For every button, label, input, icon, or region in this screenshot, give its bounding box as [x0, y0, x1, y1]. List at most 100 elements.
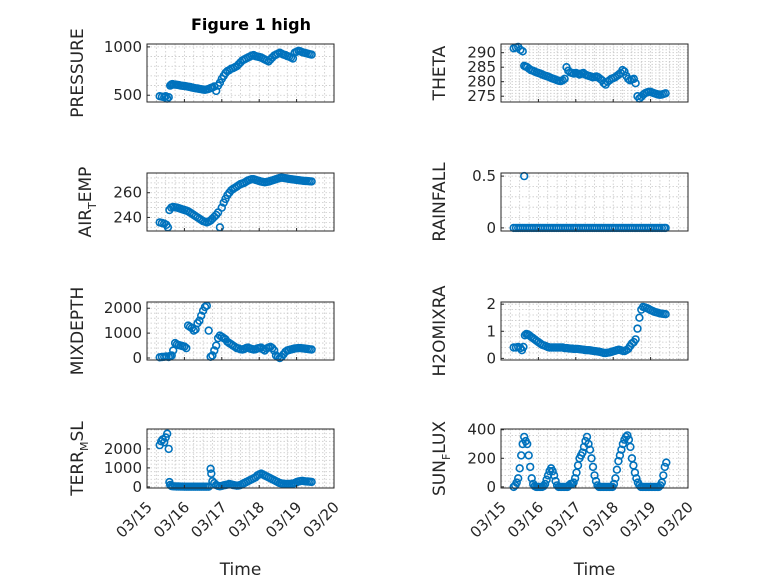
figure-title: Figure 1 high	[191, 15, 311, 34]
y-tick-label: 0	[486, 478, 496, 496]
subplot-mid-left-1: 240 260 AIRTEMP	[76, 167, 335, 238]
data-point	[620, 67, 629, 76]
data-point	[307, 50, 316, 59]
y-axis-label: AIRTEMP	[76, 167, 99, 238]
y-tick-label: 200	[467, 449, 496, 467]
x-tick-label: 03/19	[616, 498, 659, 541]
axes-frame	[146, 43, 335, 103]
data-point	[525, 462, 535, 472]
data-point	[662, 458, 671, 467]
data-point	[659, 471, 668, 480]
x-tick-label: 03/15	[467, 498, 510, 541]
x-tick-label: 03/16	[150, 498, 193, 541]
data-point	[631, 335, 640, 344]
axes-frame	[146, 172, 335, 232]
x-tick-label: 03/16	[504, 498, 547, 541]
x-tick-label: 03/19	[262, 498, 305, 541]
data-point	[210, 82, 219, 91]
y-tick-label: 0.5	[472, 167, 496, 185]
data-point	[164, 92, 173, 102]
data-point	[631, 78, 640, 88]
y-tick-label: 285	[467, 58, 496, 76]
y-tick-label: 0	[132, 349, 142, 367]
data-point	[515, 464, 524, 473]
y-axis-label: PRESSURE	[68, 28, 88, 117]
y-axis-label: MIXDEPTH	[68, 287, 88, 376]
y-tick-label: 1000	[104, 324, 142, 342]
data-point	[569, 478, 578, 487]
series-markers	[155, 173, 316, 232]
data-point	[542, 475, 551, 484]
y-tick-label: 290	[467, 44, 496, 62]
data-point	[519, 342, 528, 352]
data-point	[519, 432, 529, 442]
data-point	[207, 469, 216, 478]
data-point	[635, 313, 644, 322]
data-point	[206, 464, 215, 473]
data-point	[623, 74, 633, 84]
y-tick-label: 260	[113, 184, 142, 202]
data-point	[307, 345, 316, 354]
x-tick-label: 03/20	[300, 498, 343, 541]
data-point	[163, 429, 172, 438]
y-tick-label: 0	[486, 219, 496, 237]
data-point	[570, 474, 580, 483]
data-point	[195, 316, 204, 325]
data-point	[208, 351, 217, 360]
data-point	[270, 346, 279, 355]
y-tick-label: 1000	[104, 38, 142, 56]
x-axis-label: Time	[219, 560, 262, 580]
y-tick-label: 0	[486, 349, 496, 367]
data-point	[612, 465, 622, 474]
data-point	[180, 342, 189, 351]
y-tick-label: 275	[467, 87, 496, 105]
data-point	[204, 482, 213, 491]
axes-frame	[146, 428, 335, 489]
axes-frame	[500, 43, 689, 103]
y-axis-label: THETA	[430, 45, 450, 101]
data-point	[633, 324, 642, 333]
data-point	[585, 445, 595, 454]
y-tick-label: 240	[113, 208, 142, 226]
data-point	[169, 346, 178, 355]
y-axis-label: H2OMIXRA	[430, 285, 450, 376]
series-markers	[155, 301, 316, 363]
axes-frame	[146, 301, 335, 361]
data-point	[548, 466, 557, 476]
data-point	[522, 439, 532, 449]
series-markers	[509, 302, 670, 358]
data-point	[632, 474, 641, 483]
series-markers	[155, 46, 316, 103]
y-tick-label: 1	[486, 322, 496, 340]
data-point	[540, 479, 550, 489]
data-point	[518, 47, 527, 56]
y-tick-label: 2000	[104, 440, 142, 458]
data-point	[161, 433, 170, 442]
subplot-mid-right-2: 0 1 2 H2OMIXRA	[430, 285, 689, 377]
x-tick-label: 03/20	[654, 498, 697, 541]
y-tick-label: 2000	[104, 299, 142, 317]
data-point	[212, 86, 221, 96]
data-point	[307, 477, 316, 487]
y-tick-label: 0	[132, 478, 142, 496]
data-point	[560, 74, 569, 84]
y-tick-label: 2	[486, 295, 496, 313]
data-point	[661, 310, 670, 319]
data-point	[513, 474, 523, 483]
data-point	[204, 326, 213, 335]
data-point	[618, 439, 628, 449]
x-axis-label: Time	[573, 560, 616, 580]
y-axis-label: SUNFLUX	[430, 421, 453, 496]
data-point	[626, 442, 635, 452]
data-point	[558, 76, 567, 85]
data-point	[512, 478, 521, 487]
axes-frame	[500, 172, 689, 232]
y-axis-label: RAINFALL	[430, 162, 450, 242]
data-point	[212, 341, 221, 350]
series-markers	[509, 431, 671, 492]
data-point	[524, 451, 533, 460]
